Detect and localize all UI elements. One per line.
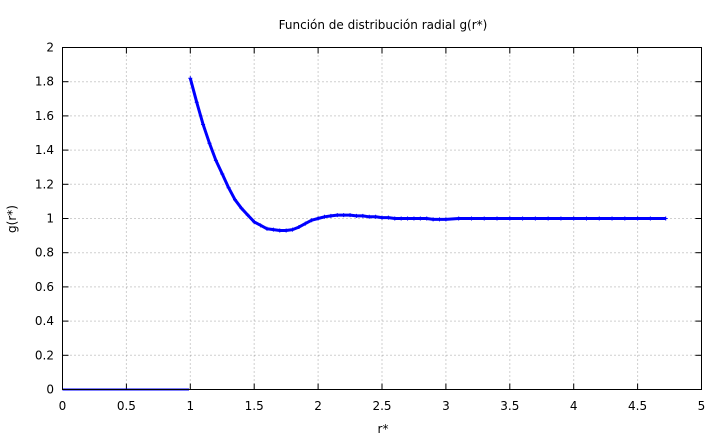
data-point [405, 216, 410, 221]
data-point [571, 216, 576, 221]
data-point [341, 213, 346, 218]
data-point [520, 216, 525, 221]
x-axis-label: r* [378, 422, 389, 436]
data-point [386, 215, 391, 220]
x-tick-label: 2.5 [372, 399, 391, 413]
data-point [418, 216, 423, 221]
data-point [226, 185, 231, 190]
data-series [62, 76, 668, 391]
x-tick-label: 0 [59, 399, 67, 413]
y-tick-label: 1.2 [35, 177, 54, 191]
plot-frame [62, 47, 702, 390]
data-point [207, 141, 212, 146]
y-tick-label: 0.4 [35, 314, 54, 328]
data-point [437, 217, 442, 222]
data-point [245, 213, 250, 218]
data-point [213, 158, 218, 163]
data-point [220, 172, 225, 177]
series-line [188, 77, 666, 232]
data-point [610, 216, 615, 221]
data-point [597, 216, 602, 221]
x-tick-label: 0.5 [117, 399, 136, 413]
data-point [546, 216, 551, 221]
data-point [648, 216, 653, 221]
data-point [367, 214, 372, 219]
data-point [264, 226, 269, 231]
data-point [392, 216, 397, 221]
y-tick-label: 1.4 [35, 143, 54, 157]
y-tick-label: 2 [46, 41, 54, 55]
data-point [558, 216, 563, 221]
x-tick-label: 1.5 [245, 399, 264, 413]
data-point [424, 216, 429, 221]
data-point [258, 223, 263, 228]
x-tick-label: 5 [698, 399, 706, 413]
data-point [252, 219, 257, 224]
y-tick-label: 0 [46, 383, 54, 397]
data-point [399, 216, 404, 221]
data-point [303, 221, 308, 226]
data-point [290, 227, 295, 232]
data-point [348, 213, 353, 218]
x-tick-label: 4.5 [628, 399, 647, 413]
data-point [495, 216, 500, 221]
data-point [584, 216, 589, 221]
data-point [380, 215, 384, 220]
y-tick-label: 0.6 [35, 280, 54, 294]
x-tick-label: 4 [570, 399, 578, 413]
data-point [322, 214, 327, 219]
data-point [284, 228, 289, 233]
data-point [469, 216, 474, 221]
data-point [309, 218, 314, 223]
data-point [201, 122, 206, 127]
y-tick-label: 1.6 [35, 109, 54, 123]
data-point [328, 213, 333, 218]
data-point [533, 216, 538, 221]
y-tick-label: 1.8 [35, 75, 54, 89]
y-tick-label: 0.8 [35, 246, 54, 260]
data-point [354, 213, 359, 218]
data-point [194, 100, 199, 105]
data-point [456, 216, 461, 221]
data-point [622, 216, 627, 221]
data-point [431, 217, 436, 222]
data-point [335, 213, 340, 218]
data-point [507, 216, 512, 221]
data-point [188, 76, 193, 81]
chart-title: Función de distribución radial g(r*) [279, 18, 488, 32]
data-point [411, 216, 416, 221]
y-axis-label: g(r*) [5, 205, 19, 233]
data-point [271, 227, 276, 232]
data-point [316, 216, 321, 221]
y-tick-label: 0.2 [35, 348, 54, 362]
data-point [239, 206, 244, 211]
data-point [277, 228, 282, 233]
data-point [360, 213, 365, 218]
data-point [482, 216, 487, 221]
y-tick-label: 1 [46, 212, 54, 226]
x-tick-label: 3.5 [500, 399, 519, 413]
data-point [443, 217, 448, 222]
data-point [373, 214, 378, 219]
data-point [233, 197, 238, 202]
data-point [635, 216, 640, 221]
data-point [663, 216, 668, 221]
x-tick-label: 3 [442, 399, 450, 413]
grid-lines [62, 47, 702, 390]
axis-ticks: 0 0.5 1 1.5 2 2.5 3 3.5 4 4.5 5 0 0.2 0.4 0.6 0.8 1 1.2 1.… [35, 41, 705, 414]
x-tick-label: 2 [314, 399, 322, 413]
x-tick-label: 1 [186, 399, 194, 413]
data-point [296, 225, 301, 230]
